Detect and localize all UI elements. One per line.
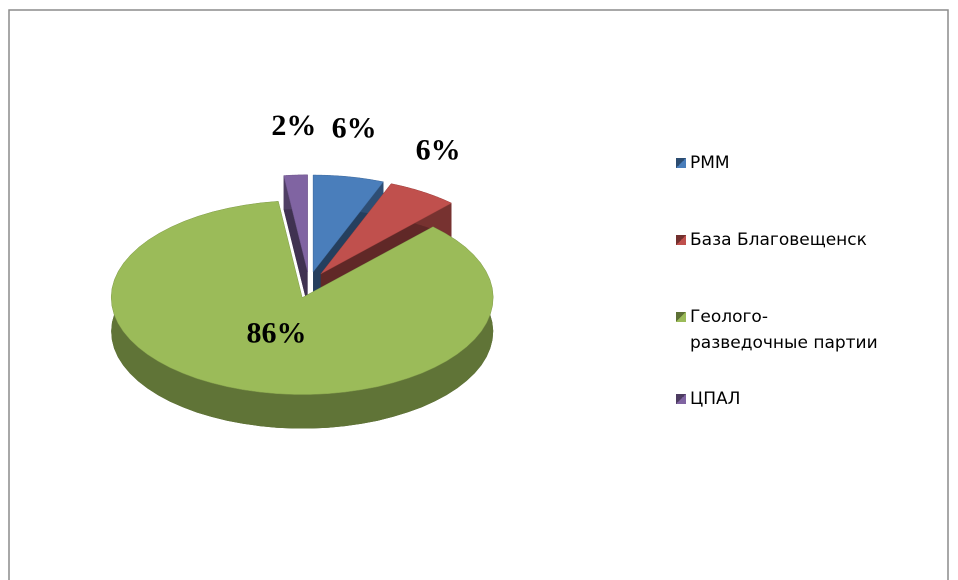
slice <box>110 201 494 395</box>
data-label: 2% <box>271 109 316 142</box>
legend-label: РММ <box>690 153 730 173</box>
legend-swatch <box>676 312 686 322</box>
legend-label: База Благовещенск <box>690 230 867 250</box>
legend-swatch <box>676 235 686 245</box>
data-label: 6% <box>416 133 461 166</box>
slice <box>312 174 384 273</box>
data-label: 86% <box>247 317 307 350</box>
legend-item: РММ <box>676 150 880 176</box>
legend-swatch <box>676 158 686 168</box>
legend-label: Геолого-разведочные партии <box>690 307 878 353</box>
slice <box>320 183 453 275</box>
slice <box>283 174 308 272</box>
legend-item: База Благовещенск <box>676 227 880 253</box>
pie: 6% 6% 86% 2% <box>110 109 494 429</box>
legend-label: ЦПАЛ <box>690 389 741 409</box>
legend-item: Геолого-разведочные партии <box>676 304 880 356</box>
legend-item: ЦПАЛ <box>676 386 880 412</box>
data-label: 6% <box>332 112 377 145</box>
chart-border <box>8 9 949 580</box>
legend-swatch <box>676 394 686 404</box>
